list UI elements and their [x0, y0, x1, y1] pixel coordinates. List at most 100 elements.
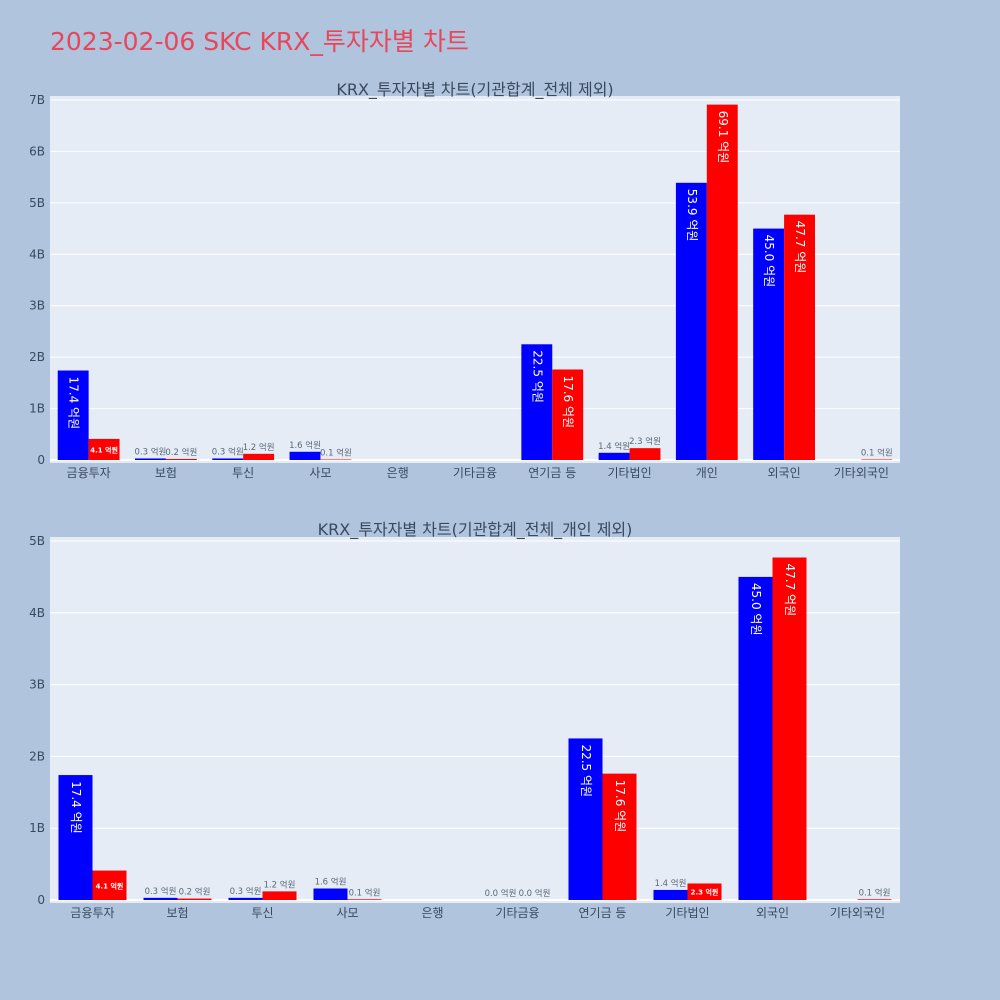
chart2-y-tick-label: 4B [29, 606, 45, 620]
chart2-data-label: 1.2 억원 [264, 879, 296, 890]
chart2-title: KRX_투자자별 차트(기관합계_전체_개인 제외) [318, 520, 633, 540]
chart2-bar-buy [602, 773, 637, 900]
chart2-data-label: 2.3 억원 [691, 888, 719, 897]
chart1-data-label: 17.4 억원 [67, 377, 81, 430]
chart1-category-label: 기타외국인 [834, 466, 889, 480]
chart2-category-label: 외국인 [756, 906, 789, 920]
chart1-category-label: 사모 [309, 466, 331, 480]
chart1-bar-sell [753, 228, 785, 460]
chart2-bar-buy [687, 883, 722, 900]
chart1-data-label: 0.3 억원 [212, 446, 244, 457]
chart2-data-label: 0.0 억원 [519, 888, 551, 899]
chart2-data-label: 4.1 억원 [96, 881, 124, 890]
chart2-y-tick-label: 2B [29, 749, 45, 763]
chart1-bar-sell [57, 370, 89, 460]
chart2-data-label: 0.1 억원 [349, 887, 381, 898]
chart1-bar-buy [706, 104, 738, 460]
chart1-category-label: 기타법인 [607, 466, 651, 480]
chart1-data-label: 4.1 억원 [90, 445, 118, 454]
chart2-data-label: 22.5 억원 [579, 744, 593, 797]
chart2-data-label: 1.4 억원 [655, 878, 687, 889]
chart1-data-label: 47.7 억원 [793, 221, 807, 274]
chart2-category-label: 기타외국인 [830, 906, 885, 920]
chart1-data-label: 1.4 억원 [598, 441, 630, 452]
chart2-data-label: 0.2 억원 [179, 887, 211, 898]
chart1-category-label: 기타금융 [453, 466, 497, 480]
chart1-y-tick-label: 3B [29, 299, 45, 313]
chart2-category-label: 은행 [421, 905, 443, 920]
chart2-data-label: 47.7 억원 [783, 564, 797, 617]
chart1-bar-buy [88, 438, 120, 460]
chart1-data-label: 1.6 억원 [289, 440, 321, 451]
chart1-data-label: 0.3 억원 [135, 446, 167, 457]
chart1-category-label: 은행 [387, 465, 409, 480]
chart2-data-label: 1.6 억원 [315, 877, 347, 888]
chart1-data-label: 53.9 억원 [685, 189, 699, 242]
chart2-bar-sell [738, 576, 773, 900]
chart2-bar-buy [857, 899, 892, 900]
chart1-category-label: 외국인 [768, 466, 801, 480]
chart2-bar-sell [228, 897, 263, 900]
chart2-data-label: 0.3 억원 [145, 886, 177, 897]
chart1-bar-buy [861, 459, 893, 460]
chart1-data-label: 0.1 억원 [320, 447, 352, 458]
chart2-bar-buy [92, 870, 127, 900]
chart1-y-tick-label: 4B [29, 247, 45, 261]
chart1-bar-buy [243, 453, 275, 460]
chart1-bar-buy [784, 214, 815, 460]
chart2-data-label: 45.0 억원 [749, 583, 763, 636]
chart1-y-tick-label: 7B [29, 93, 45, 107]
chart2-y-tick-label: 3B [29, 678, 45, 692]
chart2-category-label: 기타법인 [665, 906, 709, 920]
chart2-category-label: 기타금융 [495, 906, 539, 920]
chart1-category-label: 연기금 등 [528, 466, 576, 480]
chart2-y-tick-label: 0 [37, 893, 45, 907]
chart2-category-label: 금융투자 [70, 906, 114, 920]
chart1-y-tick-label: 2B [29, 350, 45, 364]
chart2-data-label: 17.4 억원 [69, 781, 83, 834]
chart2-category-label: 사모 [336, 906, 358, 920]
chart1-title: KRX_투자자별 차트(기관합계_전체 제외) [336, 80, 613, 100]
chart2-y-tick-label: 5B [29, 534, 45, 548]
chart2-bar-sell [313, 888, 348, 900]
chart1-bar-sell [212, 458, 244, 460]
chart1-category-label: 개인 [696, 466, 718, 480]
chart1-bar-buy [165, 458, 197, 460]
chart1-bar-buy [552, 369, 584, 460]
chart2-category-label: 연기금 등 [579, 906, 627, 920]
chart1-data-label: 0.2 억원 [165, 447, 197, 458]
chart1-y-tick-label: 1B [29, 402, 45, 416]
chart1-bar-sell [289, 451, 321, 460]
chart1-data-label: 69.1 억원 [716, 111, 730, 164]
chart1-bar-sell [675, 182, 707, 461]
chart2-bar-buy [177, 898, 212, 900]
chart2-bar-buy [347, 899, 382, 900]
chart1-category-label: 보험 [155, 466, 177, 480]
chart2-bar-sell [568, 738, 603, 900]
chart2-bar-buy [262, 891, 297, 900]
chart1-bar-sell [135, 458, 166, 460]
chart2-bar-sell [143, 897, 178, 900]
chart2-bar-sell [58, 775, 93, 900]
chart2-data-label: 0.0 억원 [485, 888, 517, 899]
chart1-category-label: 금융투자 [67, 466, 111, 480]
chart1-category-label: 투신 [232, 466, 254, 480]
chart1-y-tick-label: 5B [29, 196, 45, 210]
chart1-data-label: 17.6 억원 [561, 375, 575, 428]
chart2-category-label: 보험 [166, 906, 188, 920]
chart2-category-label: 투신 [251, 906, 273, 920]
chart1-bar-sell [521, 344, 553, 460]
chart1-y-tick-label: 0 [37, 453, 45, 467]
chart1-y-tick-label: 6B [29, 144, 45, 158]
chart2-data-label: 0.1 억원 [859, 887, 891, 898]
chart2-data-label: 17.6 억원 [613, 780, 627, 833]
chart1-data-label: 45.0 억원 [762, 235, 776, 288]
chart2-y-tick-label: 1B [29, 821, 45, 835]
chart1-bar-buy [320, 459, 352, 460]
chart2-bar-sell [653, 889, 688, 900]
chart1-data-label: 1.2 억원 [243, 442, 275, 453]
page-title: 2023-02-06 SKC KRX_투자자별 차트 [50, 27, 469, 56]
chart1-bar-buy [629, 448, 661, 460]
chart2-bar-buy [772, 557, 807, 900]
